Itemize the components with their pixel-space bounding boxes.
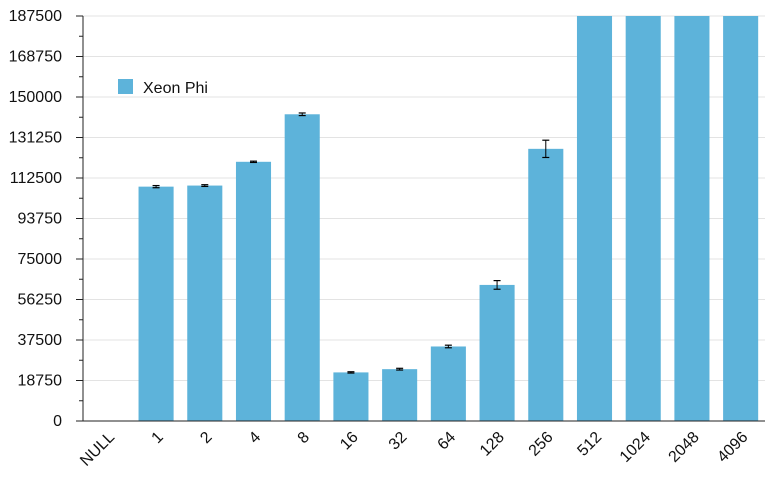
- error-bars: [152, 112, 550, 374]
- x-tick-label: 4: [246, 429, 264, 447]
- bar: [430, 346, 466, 421]
- x-tick-label: 512: [574, 429, 605, 460]
- error-bar: [347, 371, 355, 374]
- error-bar: [250, 160, 257, 164]
- bar: [576, 16, 613, 421]
- bar: [235, 161, 272, 422]
- bar: [382, 369, 418, 421]
- bar: [479, 284, 515, 421]
- x-tick-labels: NULL 1 2 4 8 16 32 64 128 256 512 1024 2048 4096: [77, 429, 751, 470]
- bar: [138, 186, 174, 421]
- legend-swatch: [118, 79, 133, 94]
- y-tick-label: 131250: [9, 130, 62, 147]
- y-tick-label: 56250: [18, 292, 63, 309]
- y-tick-label: 112500: [10, 170, 62, 187]
- error-bar: [396, 367, 404, 371]
- error-bar: [493, 280, 501, 290]
- y-tick-label: 37500: [18, 332, 63, 349]
- bar: [528, 148, 564, 421]
- x-tick-label: 1: [149, 429, 167, 447]
- y-tick-label: 75000: [18, 251, 63, 268]
- x-tick-label: 64: [435, 429, 460, 454]
- x-tick-label: 8: [295, 429, 313, 447]
- x-tick-label: 2048: [666, 429, 703, 466]
- legend-label: Xeon Phi: [143, 80, 208, 97]
- y-tick-label: 0: [53, 413, 62, 430]
- bars: [138, 16, 759, 422]
- legend: Xeon Phi: [118, 79, 208, 97]
- x-tick-label: 4096: [714, 429, 751, 466]
- bar: [723, 16, 759, 421]
- error-bar: [298, 112, 306, 117]
- y-tick-label: 187500: [9, 8, 62, 25]
- x-tick-label: 128: [477, 429, 508, 460]
- grid-lines: [83, 15, 765, 381]
- x-tick-label: NULL: [77, 429, 118, 470]
- y-tick-labels: 0 18750 37500 56250 75000 93750 112500 131250 15…: [9, 8, 62, 430]
- y-tick-label: 18750: [18, 373, 63, 390]
- bar: [284, 114, 320, 421]
- x-tick-label: 16: [337, 429, 362, 454]
- error-bar: [542, 139, 550, 159]
- y-tick-label: 150000: [9, 89, 62, 106]
- x-tick-label: 1024: [617, 429, 654, 466]
- error-bar: [152, 184, 160, 189]
- error-bar: [444, 344, 452, 349]
- x-tick-label: 2: [197, 429, 215, 447]
- bar: [625, 16, 661, 421]
- y-tick-label: 93750: [18, 211, 63, 228]
- error-bar: [201, 184, 209, 188]
- x-tick-label: 32: [386, 429, 411, 454]
- x-tick-label: 256: [526, 429, 557, 460]
- bar: [187, 185, 223, 421]
- axes: [76, 15, 765, 422]
- bar: [674, 16, 710, 421]
- bar: [333, 372, 369, 421]
- y-tick-label: 168750: [9, 49, 62, 66]
